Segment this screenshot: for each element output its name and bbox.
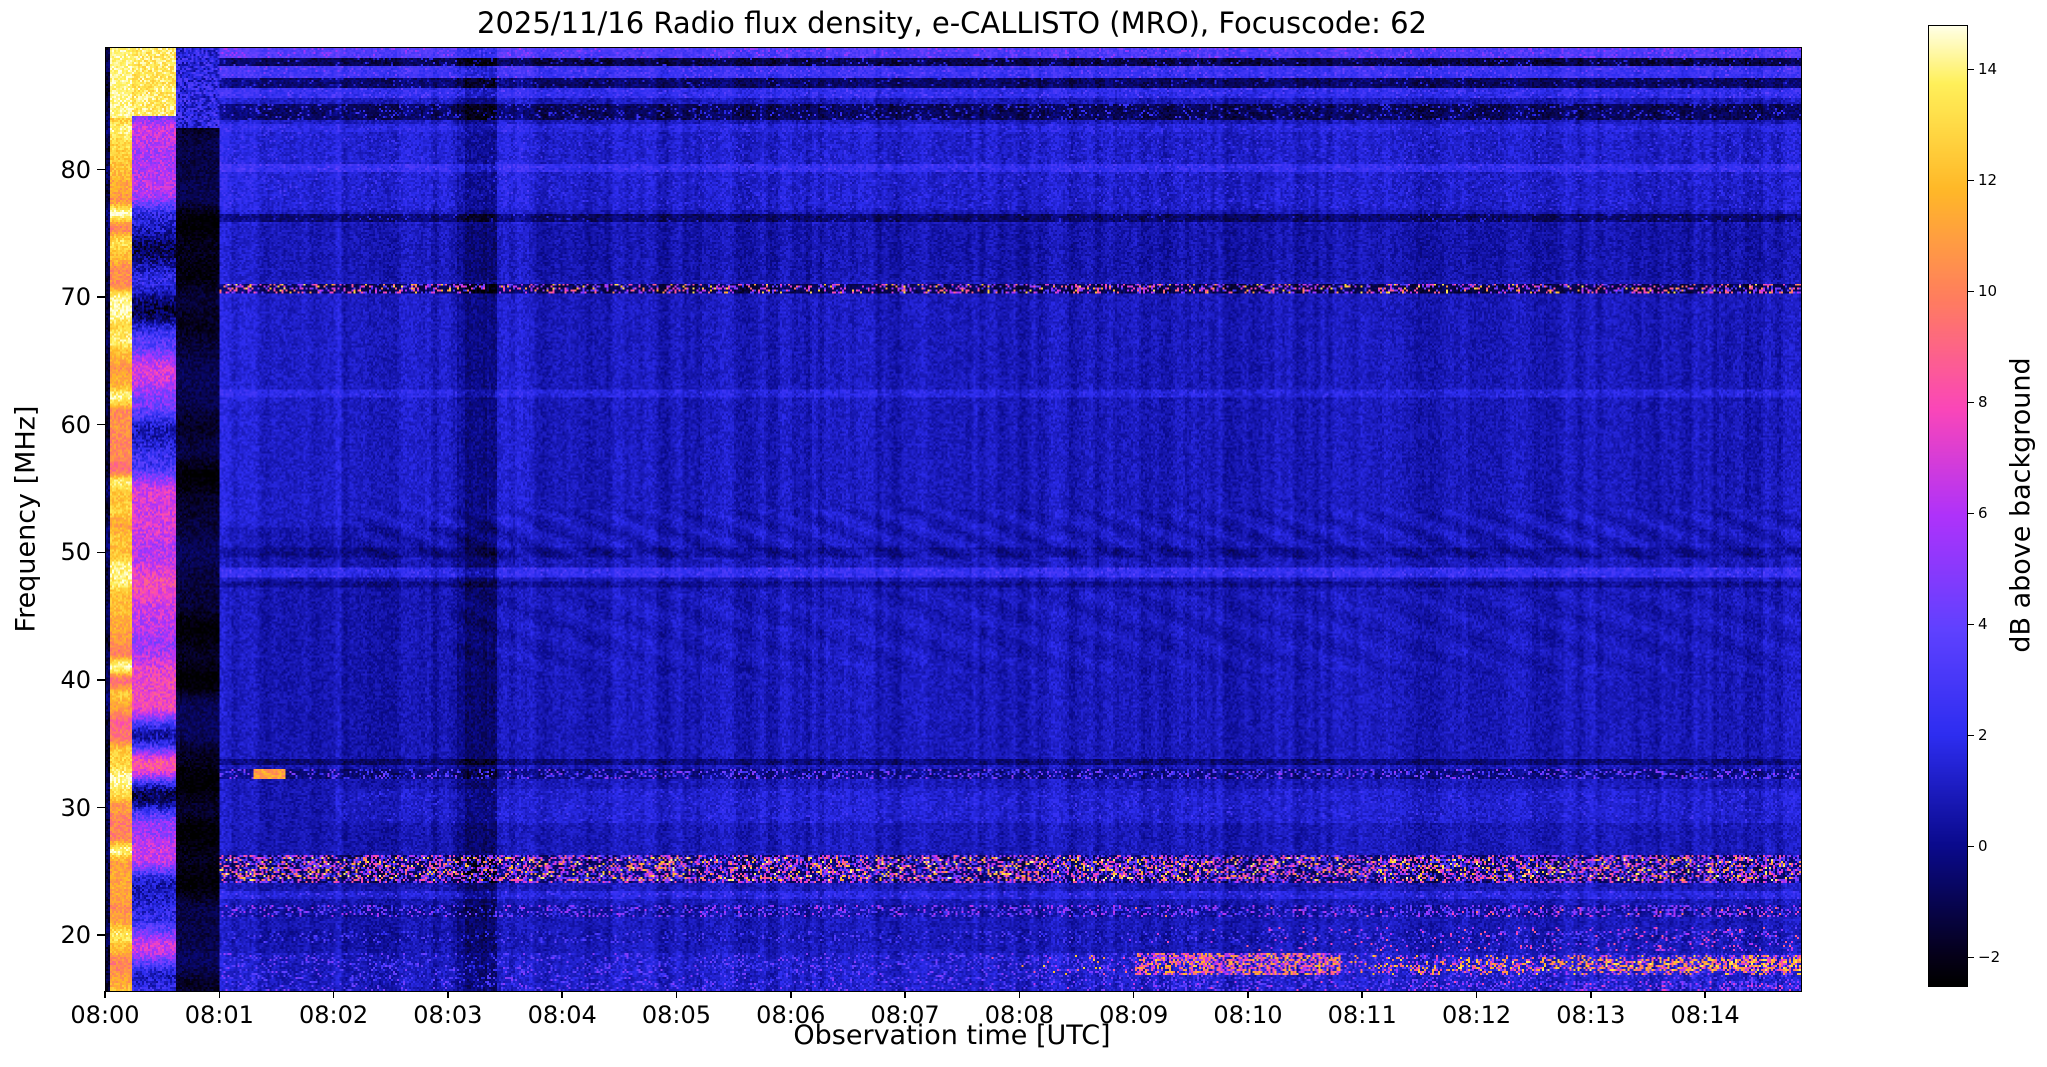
y-tick-label: 40 bbox=[60, 665, 91, 694]
y-tick-label: 30 bbox=[60, 793, 91, 822]
x-tick-mark bbox=[104, 991, 106, 998]
x-tick-label: 08:10 bbox=[1213, 1001, 1283, 1029]
x-tick-label: 08:05 bbox=[641, 1001, 712, 1029]
x-tick-mark bbox=[1018, 991, 1021, 998]
x-tick-mark bbox=[447, 991, 449, 998]
x-tick-label: 08:12 bbox=[1441, 1001, 1512, 1029]
colorbar-tick-mark bbox=[1968, 68, 1974, 70]
x-tick-label: 08:11 bbox=[1327, 1001, 1397, 1029]
colorbar-tick-mark bbox=[1968, 956, 1974, 958]
colorbar bbox=[1928, 25, 1968, 987]
x-tick-mark bbox=[1704, 991, 1706, 998]
colorbar-tick-label: 14 bbox=[1978, 60, 1998, 79]
colorbar-tick-mark bbox=[1968, 845, 1974, 847]
x-axis-label: Observation time [UTC] bbox=[793, 1020, 1111, 1051]
x-tick-mark bbox=[790, 991, 792, 998]
x-tick-label: 08:04 bbox=[527, 1001, 597, 1029]
y-tick-label: 70 bbox=[60, 283, 91, 312]
colorbar-gradient bbox=[1929, 26, 1967, 986]
colorbar-tick-label: 10 bbox=[1978, 282, 1998, 301]
x-tick-mark bbox=[1132, 991, 1135, 998]
colorbar-tick-mark bbox=[1968, 512, 1974, 514]
x-tick-mark bbox=[561, 991, 563, 998]
y-tick-mark bbox=[97, 296, 105, 298]
colorbar-tick-label: 4 bbox=[1978, 615, 1988, 634]
x-tick-mark bbox=[218, 991, 221, 998]
colorbar-tick-mark bbox=[1968, 734, 1974, 736]
y-axis-label: Frequency [MHz] bbox=[10, 405, 42, 633]
x-tick-mark bbox=[1361, 991, 1363, 998]
x-tick-label: 08:00 bbox=[70, 1001, 140, 1029]
colorbar-tick-mark bbox=[1968, 401, 1974, 403]
x-tick-mark bbox=[1475, 991, 1478, 998]
colorbar-tick-label: 12 bbox=[1978, 171, 1998, 190]
colorbar-tick-label: 2 bbox=[1978, 726, 1988, 745]
colorbar-tick-label: 0 bbox=[1978, 837, 1988, 856]
colorbar-tick-label: −2 bbox=[1978, 948, 2001, 967]
y-tick-mark bbox=[97, 423, 105, 426]
x-tick-mark bbox=[1590, 991, 1592, 998]
x-tick-label: 08:13 bbox=[1556, 1001, 1626, 1029]
colorbar-tick-label: 6 bbox=[1978, 504, 1988, 523]
x-tick-label: 08:01 bbox=[184, 1001, 254, 1029]
x-tick-mark bbox=[1247, 991, 1249, 998]
y-tick-mark bbox=[97, 806, 105, 809]
x-tick-mark bbox=[675, 991, 678, 998]
plot-area bbox=[105, 47, 1802, 992]
y-tick-mark bbox=[97, 934, 105, 936]
x-tick-mark bbox=[332, 991, 335, 998]
x-tick-label: 08:02 bbox=[298, 1001, 369, 1029]
y-tick-label: 80 bbox=[60, 155, 91, 184]
colorbar-tick-label: 8 bbox=[1978, 393, 1988, 412]
spectrogram-canvas bbox=[106, 48, 1801, 991]
y-tick-mark bbox=[97, 679, 105, 681]
y-tick-label: 20 bbox=[60, 921, 91, 950]
chart-title: 2025/11/16 Radio flux density, e-CALLIST… bbox=[476, 6, 1428, 40]
x-tick-mark bbox=[904, 991, 906, 998]
colorbar-tick-mark bbox=[1968, 290, 1974, 292]
colorbar-tick-mark bbox=[1968, 623, 1974, 625]
colorbar-label: dB above background bbox=[2005, 357, 2037, 653]
y-tick-mark bbox=[97, 168, 105, 171]
colorbar-tick-mark bbox=[1968, 179, 1974, 181]
y-tick-mark bbox=[97, 551, 105, 554]
x-tick-label: 08:14 bbox=[1670, 1001, 1740, 1029]
x-tick-label: 08:03 bbox=[413, 1001, 483, 1029]
